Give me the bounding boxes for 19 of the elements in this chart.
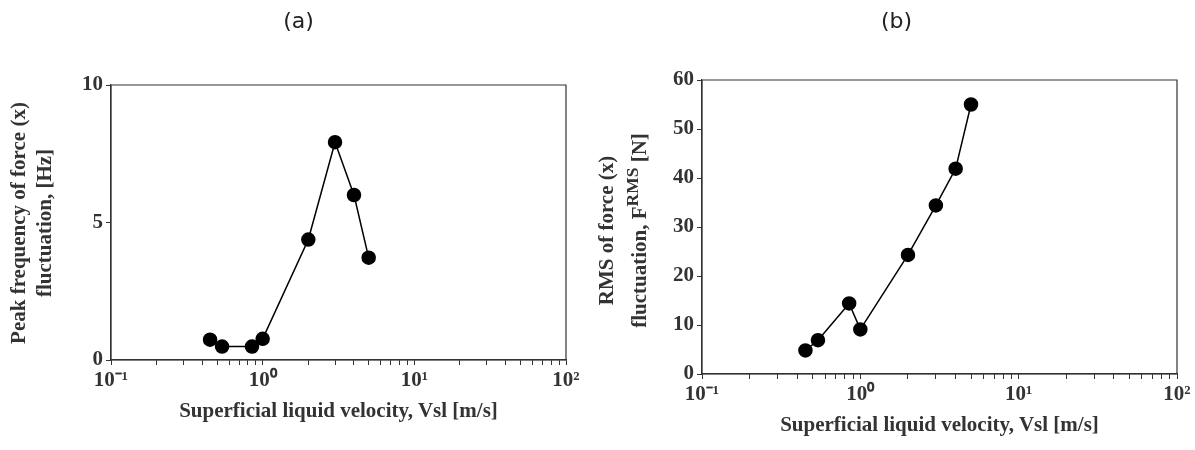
chart-title: (a) bbox=[282, 8, 315, 33]
x-tick-label: 10² bbox=[552, 367, 580, 392]
x-tick-label: 10⁰ bbox=[248, 367, 278, 392]
y-tick-label: 10 bbox=[673, 311, 694, 336]
y-tick-label: 10 bbox=[82, 71, 103, 96]
y-tick-label: 50 bbox=[673, 115, 694, 140]
x-tick-label: 10² bbox=[1163, 381, 1191, 406]
x-tick-label: 10¹ bbox=[400, 367, 428, 392]
y-tick-label: 60 bbox=[673, 66, 694, 91]
y-tick-label: 40 bbox=[673, 164, 694, 189]
y-axis-title: Peak frequency of force (x) fluctuation, [Hz] bbox=[5, 100, 57, 346]
y-tick-label: 20 bbox=[673, 262, 694, 287]
x-tick-label: 10¹ bbox=[1005, 381, 1033, 406]
y-tick-label: 30 bbox=[673, 213, 694, 238]
x-tick-label: 10⁰ bbox=[846, 381, 876, 406]
y-tick-label: 5 bbox=[92, 208, 103, 233]
x-axis-title: Superficial liquid velocity, Vsl [m/s] bbox=[779, 412, 1100, 437]
chart-title: (b) bbox=[879, 8, 914, 33]
x-axis-title: Superficial liquid velocity, Vsl [m/s] bbox=[178, 398, 499, 423]
